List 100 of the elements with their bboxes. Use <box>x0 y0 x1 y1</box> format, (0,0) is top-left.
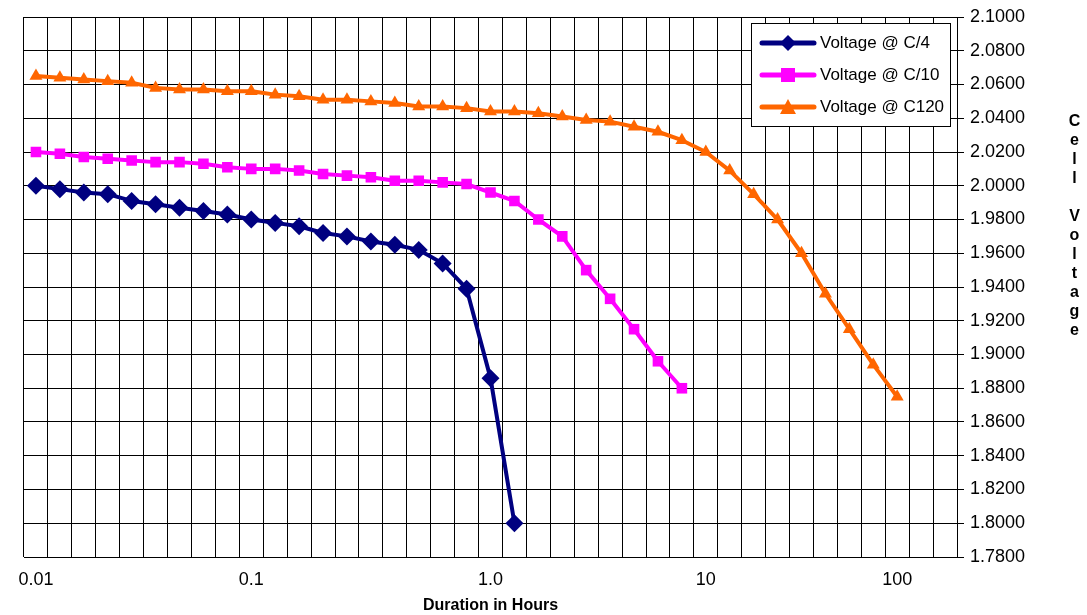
y-tick-label: 1.9600 <box>970 242 1026 263</box>
y-tick-label: 2.0000 <box>970 174 1026 195</box>
point <box>365 172 377 183</box>
point <box>174 156 185 168</box>
point <box>437 177 448 188</box>
legend-label: Voltage @ C120 <box>820 97 945 117</box>
point <box>198 158 209 170</box>
point <box>102 153 114 165</box>
point <box>676 382 688 394</box>
point <box>77 71 91 84</box>
point <box>194 202 213 221</box>
point <box>747 186 761 198</box>
y-tick-label: 2.0600 <box>970 73 1026 94</box>
point <box>50 180 69 199</box>
point <box>433 254 452 273</box>
point <box>818 286 832 298</box>
point <box>170 198 189 217</box>
point <box>222 161 233 173</box>
point <box>150 156 161 168</box>
x-tick-label: 100 <box>882 568 913 589</box>
x-tick-label: 10 <box>695 568 716 589</box>
point <box>101 73 115 85</box>
point <box>723 163 737 175</box>
legend-label: Voltage @ C/10 <box>820 65 940 85</box>
point <box>54 148 66 159</box>
point <box>603 114 617 126</box>
point <box>533 214 544 225</box>
point <box>412 98 426 111</box>
x-tick-label: 1.0 <box>477 568 504 589</box>
y-tick-label: 2.0400 <box>970 107 1026 128</box>
legend-label: Voltage @ C/4 <box>820 33 930 53</box>
point <box>457 279 476 298</box>
y-tick-label: 1.7800 <box>970 545 1026 566</box>
point <box>266 213 285 232</box>
point <box>389 175 401 186</box>
point <box>244 83 258 95</box>
x-tick-label: 0.01 <box>18 568 54 589</box>
point <box>531 105 545 117</box>
y-tick-label: 2.1000 <box>970 5 1026 26</box>
point <box>481 369 500 388</box>
y-tick-label: 1.9000 <box>970 343 1026 364</box>
y-tick-label: 1.8600 <box>970 410 1026 431</box>
point <box>316 92 330 104</box>
point <box>173 82 186 94</box>
point <box>699 144 713 156</box>
y-tick-label: 2.0800 <box>970 39 1026 60</box>
point <box>364 93 378 106</box>
point <box>461 178 472 190</box>
point <box>579 112 593 124</box>
point <box>126 155 137 166</box>
point <box>98 185 117 204</box>
point <box>413 175 425 186</box>
point <box>409 240 428 259</box>
y-tick-label: 1.8400 <box>970 444 1026 465</box>
x-axis-title: Duration in Hours <box>422 595 559 613</box>
point <box>293 165 305 176</box>
point <box>74 183 93 202</box>
y-tick-label: 1.8800 <box>970 377 1026 398</box>
point <box>388 95 402 107</box>
y-tick-label: 1.9400 <box>970 275 1026 296</box>
x-tick-label: 0.1 <box>238 568 264 589</box>
point <box>125 75 139 87</box>
point <box>292 88 306 101</box>
y-tick-label: 1.9800 <box>970 208 1026 229</box>
point <box>507 104 521 116</box>
point <box>505 514 524 533</box>
point <box>675 132 689 144</box>
point <box>341 170 353 181</box>
point <box>218 205 237 224</box>
point <box>361 232 380 251</box>
point <box>146 195 165 214</box>
point <box>29 68 43 80</box>
y-tick-label: 1.9200 <box>970 309 1026 330</box>
point <box>651 124 665 136</box>
point <box>485 187 496 198</box>
y-tick-label: 1.8200 <box>970 478 1026 499</box>
point <box>268 87 282 99</box>
point <box>385 235 404 254</box>
point <box>314 224 333 242</box>
point <box>290 217 309 236</box>
point <box>556 231 568 242</box>
y-axis-title: Cell Voltage <box>1065 112 1083 340</box>
point <box>340 92 354 104</box>
point <box>53 70 67 82</box>
point <box>220 83 234 95</box>
point <box>149 80 163 92</box>
point <box>627 119 641 131</box>
point <box>484 104 497 116</box>
point <box>460 100 474 112</box>
y-tick-label: 1.8000 <box>970 512 1026 533</box>
point <box>196 82 210 94</box>
y-tick-label: 2.0200 <box>970 140 1026 161</box>
point <box>337 227 356 246</box>
point <box>122 191 141 210</box>
point <box>26 176 45 195</box>
point <box>436 98 450 111</box>
point <box>242 210 261 229</box>
point <box>555 109 569 121</box>
point <box>771 212 785 224</box>
point <box>245 163 257 175</box>
